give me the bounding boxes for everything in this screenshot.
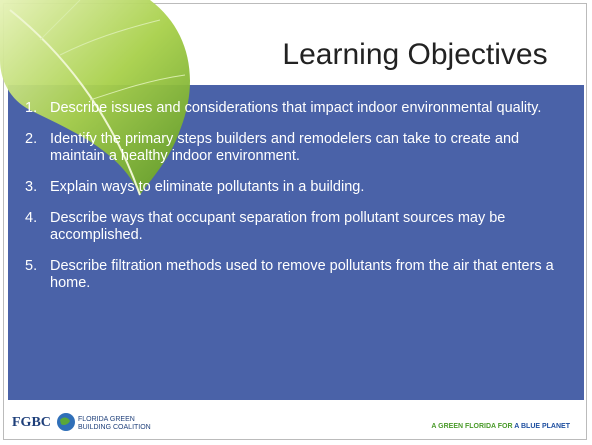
objective-item: 4.Describe ways that occupant separation… — [10, 210, 575, 244]
objective-text: Explain ways to eliminate pollutants in … — [50, 179, 575, 196]
org-line: BUILDING COALITION — [78, 424, 151, 432]
slide-frame: Learning Objectives 1.Describe issues an… — [0, 0, 592, 445]
tagline: A GREEN FLORIDA FOR A BLUE PLANET — [431, 423, 570, 430]
objective-number: 3. — [10, 179, 50, 196]
logo-globe — [56, 412, 76, 432]
org-line: FLORIDA GREEN — [78, 416, 151, 424]
org-name: FLORIDA GREEN BUILDING COALITION — [78, 416, 151, 432]
objective-text: Identify the primary steps builders and … — [50, 131, 575, 165]
objectives-list: 1.Describe issues and considerations tha… — [10, 100, 575, 306]
tagline-blue: A BLUE PLANET — [514, 423, 570, 430]
tagline-green: A GREEN FLORIDA FOR — [431, 423, 512, 430]
objective-text: Describe issues and considerations that … — [50, 100, 575, 117]
objective-item: 1.Describe issues and considerations tha… — [10, 100, 575, 117]
objective-number: 5. — [10, 258, 50, 292]
objective-number: 1. — [10, 100, 50, 117]
logo-text: FGBC — [12, 415, 51, 431]
objective-number: 4. — [10, 210, 50, 244]
slide-title: Learning Objectives — [250, 38, 580, 72]
objective-item: 2.Identify the primary steps builders an… — [10, 131, 575, 165]
slide: Learning Objectives 1.Describe issues an… — [0, 0, 592, 445]
objective-number: 2. — [10, 131, 50, 165]
objective-item: 3.Explain ways to eliminate pollutants i… — [10, 179, 575, 196]
footer: FGBC FLORIDA GREEN BUILDING COALITION A … — [0, 408, 592, 438]
objective-text: Describe filtration methods used to remo… — [50, 258, 575, 292]
objective-text: Describe ways that occupant separation f… — [50, 210, 575, 244]
objective-item: 5.Describe filtration methods used to re… — [10, 258, 575, 292]
